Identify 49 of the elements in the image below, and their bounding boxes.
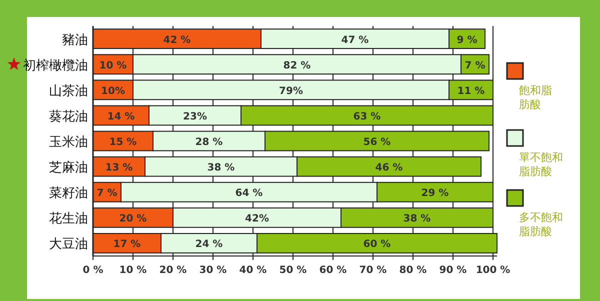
x-tick-label: 40 % [239, 265, 267, 276]
x-tick-label: 20 % [159, 265, 187, 276]
y-tick-label: 菜籽油 [49, 186, 88, 202]
y-tick-label: 大豆油 [49, 237, 88, 252]
x-tick-label: 50 % [279, 265, 307, 276]
data-label: 79% [279, 86, 303, 97]
data-label: 38 % [207, 162, 235, 174]
data-label: 47 % [341, 34, 369, 46]
y-tick-label: 芝麻油 [49, 160, 88, 176]
data-label: 7 % [96, 188, 118, 200]
x-tick-label: 0 % [82, 265, 104, 276]
legend-label: 單不飽和脂肪酸 [519, 151, 563, 178]
data-label: 13 % [105, 162, 133, 174]
data-label: 10 % [99, 60, 127, 72]
data-label: 29 % [421, 188, 449, 200]
x-tick-label: 90 % [439, 265, 467, 276]
x-tick-label: 100 % [476, 265, 510, 276]
data-label: 56 % [363, 137, 391, 148]
data-label: 15 % [109, 137, 137, 148]
y-tick-label: 豬油 [62, 32, 88, 48]
y-tick-label: 葵花油 [49, 109, 88, 124]
data-label: 20 % [119, 214, 147, 225]
data-label: 64 % [235, 188, 263, 200]
data-label: 46 % [375, 162, 403, 174]
data-label: 42% [245, 214, 269, 225]
data-label: 7 % [464, 60, 486, 72]
data-label: 38 % [403, 214, 431, 225]
data-label: 60 % [363, 239, 391, 250]
data-label: 42 % [163, 34, 191, 46]
data-label: 28 % [195, 137, 223, 148]
data-label: 10% [101, 86, 125, 97]
data-label: 11 % [457, 86, 485, 97]
x-tick-label: 60 % [319, 265, 347, 276]
legend-label: 飽和脂肪酸 [519, 84, 552, 111]
data-label: 24 % [195, 239, 223, 250]
legend-label: 多不飽和脂肪酸 [519, 211, 563, 238]
x-tick-label: 30 % [199, 265, 227, 276]
data-label: 9 % [456, 34, 478, 46]
data-label: 23% [183, 111, 207, 122]
y-tick-label: 花生油 [49, 212, 88, 227]
x-tick-label: 80 % [399, 265, 427, 276]
data-label: 82 % [283, 60, 311, 72]
data-label: 17 % [113, 239, 141, 250]
x-tick-label: 70 % [359, 265, 387, 276]
data-label: 63 % [353, 111, 381, 122]
x-tick-label: 10 % [119, 265, 147, 276]
y-tick-label: 山茶油 [49, 84, 88, 99]
y-tick-label: 玉米油 [49, 135, 88, 150]
data-label: 14 % [107, 111, 135, 122]
